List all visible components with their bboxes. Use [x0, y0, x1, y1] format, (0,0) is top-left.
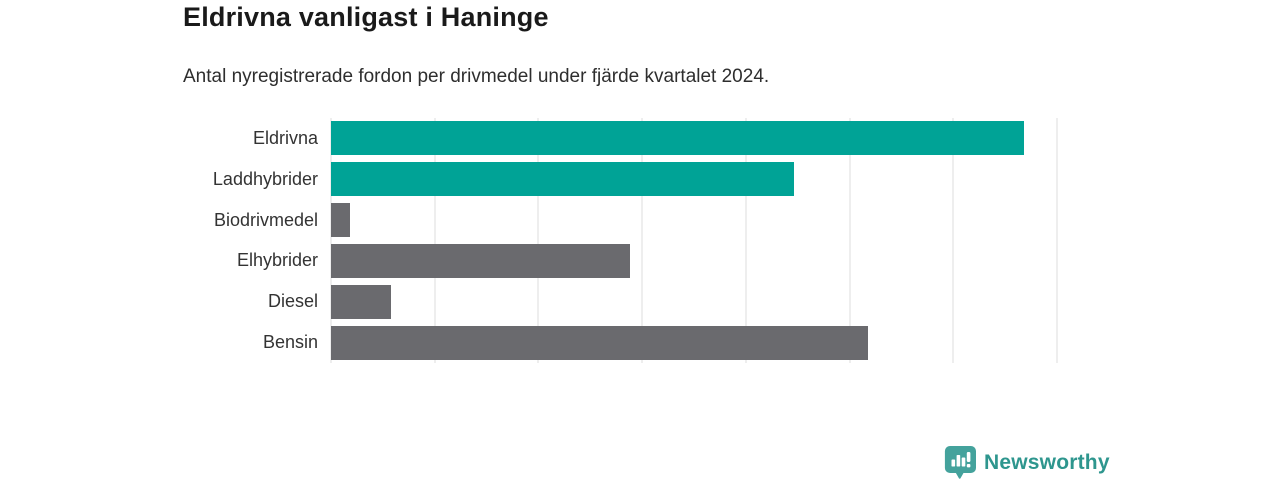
gridline [745, 118, 747, 363]
bar-row [331, 118, 1057, 159]
category-label: Diesel [267, 291, 318, 312]
gridline [952, 118, 954, 363]
gridline [641, 118, 643, 363]
bar-row [331, 322, 1057, 363]
bar-elhybrider [331, 243, 630, 278]
gridline [849, 118, 851, 363]
bar-chart: Eldrivna Laddhybrider Biodrivmedel Elhybrid… [0, 118, 1058, 418]
category-label: Biodrivmedel [213, 209, 318, 230]
chart-title: Eldrivna vanligast i Haninge [183, 2, 549, 32]
bar-bensin [331, 325, 869, 360]
bar-row [331, 240, 1057, 281]
bar-row [331, 159, 1057, 200]
bar-eldrivna [331, 121, 1024, 156]
plot-area [330, 118, 1058, 363]
bar-laddhybrider [331, 162, 794, 197]
newsworthy-logo[interactable]: Newsworthy [944, 445, 1110, 480]
newsworthy-badge-bar-chart-icon [944, 445, 977, 480]
chart-subtitle: Antal nyregistrerade fordon per drivmede… [183, 66, 770, 87]
bar-biodrivmedel [331, 203, 350, 238]
gridline [537, 118, 539, 363]
bar-row [331, 200, 1057, 241]
bar-rows [331, 118, 1057, 363]
bar-diesel [331, 284, 392, 319]
category-label: Bensin [262, 332, 318, 353]
newsworthy-logo-text: Newsworthy [984, 450, 1110, 474]
gridlines [330, 118, 1058, 363]
gridline [1056, 118, 1058, 363]
bar-row [331, 281, 1057, 322]
gridline [434, 118, 436, 363]
category-label: Laddhybrider [212, 168, 318, 189]
gridline [330, 118, 332, 363]
category-label: Elhybrider [236, 250, 318, 271]
category-axis: Eldrivna Laddhybrider Biodrivmedel Elhybrid… [0, 118, 331, 363]
category-label: Eldrivna [252, 127, 318, 148]
